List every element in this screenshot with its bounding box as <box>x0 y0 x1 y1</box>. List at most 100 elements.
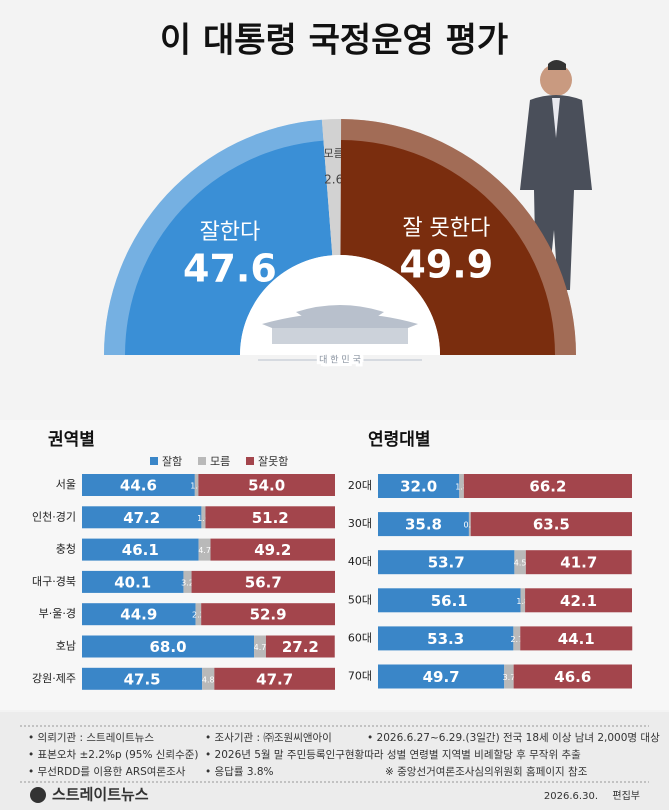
emblem-body <box>272 328 408 344</box>
byline: 편집부 <box>612 790 640 802</box>
donut-category: 모름 <box>324 147 344 160</box>
bar-segment <box>504 664 514 689</box>
bar-segment <box>82 570 184 593</box>
value-label: 44.9 <box>120 606 157 624</box>
value-label: 32.0 <box>400 478 437 496</box>
bar-segment <box>198 538 211 561</box>
bar-segment <box>525 550 632 575</box>
footer-note: • 응답률 3.8% <box>205 766 274 778</box>
bar-segment <box>191 570 335 593</box>
value-label: 1.4 <box>190 482 203 491</box>
value-label: 35.8 <box>405 516 442 534</box>
bar-segment <box>201 603 335 626</box>
bar-segment <box>470 512 632 537</box>
bar-segment <box>214 667 335 690</box>
footer-note: • 의뢰기관 : 스트레이트뉴스 <box>28 732 154 744</box>
emblem-label: 대 한 민 국 <box>319 355 361 366</box>
bar-segment <box>520 626 633 651</box>
bar-segment <box>210 538 335 561</box>
category-label: 호남 <box>56 640 76 653</box>
bar-segment <box>82 474 195 496</box>
bar-segment <box>254 635 266 658</box>
value-label: 2.7 <box>510 635 523 644</box>
value-label: 66.2 <box>529 478 566 496</box>
value-label: 1.8 <box>516 597 529 606</box>
value-label: 52.9 <box>250 606 287 624</box>
bar-segment <box>195 603 202 626</box>
value-label: 47.2 <box>123 509 160 527</box>
donut-segment <box>321 119 342 256</box>
bar-segment <box>514 550 526 575</box>
value-label: 56.7 <box>245 573 282 591</box>
value-label: 4.7 <box>198 546 211 555</box>
bar-segment <box>378 626 514 651</box>
footer-bg <box>0 712 669 810</box>
publisher-logo: 스트레이트뉴스 <box>52 786 149 804</box>
bar-segment <box>82 667 203 690</box>
value-label: 4.7 <box>254 643 267 652</box>
bar-segment <box>183 570 192 593</box>
chart-title: 권역별 <box>48 430 95 450</box>
bar-segment <box>82 538 199 561</box>
donut-category: 잘한다 <box>200 220 261 245</box>
value-label: 63.5 <box>533 516 570 534</box>
footer-note: • 조사기관 : ㈜조원씨앤아이 <box>205 731 332 744</box>
category-label: 인천·경기 <box>32 509 76 523</box>
value-label: 0.7 <box>463 521 476 530</box>
category-label: 충청 <box>56 543 76 556</box>
value-label: 51.2 <box>252 509 289 527</box>
value-label: 4.8 <box>202 675 215 684</box>
donut-category: 잘 못한다 <box>402 216 490 241</box>
donut-value: 49.9 <box>399 243 493 287</box>
donut-value: 2.6 <box>324 173 343 187</box>
bar-segment <box>378 550 515 575</box>
category-label: 70대 <box>348 670 372 683</box>
value-label: 3.7 <box>503 673 516 682</box>
bar-segment <box>378 512 469 537</box>
donut-rim <box>104 119 324 355</box>
bar-segment <box>205 506 335 529</box>
donut-rim <box>341 119 576 355</box>
category-label: 50대 <box>348 593 372 606</box>
bar-segment <box>463 474 632 498</box>
value-label: 54.0 <box>248 477 285 495</box>
value-label: 49.2 <box>254 541 291 559</box>
bar-segment <box>378 588 521 613</box>
value-label: 40.1 <box>114 573 151 591</box>
donut-segment <box>340 119 576 355</box>
footer-note: ※ 중앙선거여론조사심의위원회 홈페이지 참조 <box>385 765 588 778</box>
value-label: 53.3 <box>427 630 464 648</box>
value-label: 4.5 <box>514 559 527 568</box>
category-label: 20대 <box>348 479 372 492</box>
value-label: 1.8 <box>455 483 468 492</box>
footer-note: • 무선RDD를 이용한 ARS여론조사 <box>28 766 186 778</box>
chart-title: 연령대별 <box>368 429 431 450</box>
donut-value: 47.6 <box>183 247 277 291</box>
bar-segment <box>194 474 199 496</box>
value-label: 44.6 <box>120 477 157 495</box>
legend-label: 잘못함 <box>258 455 288 468</box>
value-label: 68.0 <box>150 638 187 656</box>
footer-note: • 2026년 5월 말 주민등록인구현황따라 성별 연령별 지역별 비례할당 … <box>205 748 581 761</box>
bar-segment <box>202 667 215 690</box>
bar-segment <box>513 626 521 651</box>
bar-segment <box>82 635 255 658</box>
value-label: 46.1 <box>122 541 159 559</box>
bar-segment <box>265 635 335 658</box>
value-label: 49.7 <box>423 668 460 686</box>
value-label: 1.6 <box>197 514 210 523</box>
donut-segment <box>104 119 333 355</box>
emblem: 대 한 민 국 <box>258 305 422 369</box>
title: 이 대통령 국정운영 평가 <box>160 21 508 61</box>
bar-segment <box>198 474 335 496</box>
bar-segment <box>459 474 464 498</box>
category-label: 부·울·경 <box>39 607 76 620</box>
value-label: 46.6 <box>554 668 591 686</box>
category-label: 서울 <box>56 478 76 491</box>
category-label: 60대 <box>348 631 372 644</box>
date: 2026.6.30. <box>544 791 598 802</box>
bar-segment <box>520 588 526 613</box>
legend-label: 모름 <box>210 455 230 468</box>
value-label: 47.5 <box>124 670 161 688</box>
